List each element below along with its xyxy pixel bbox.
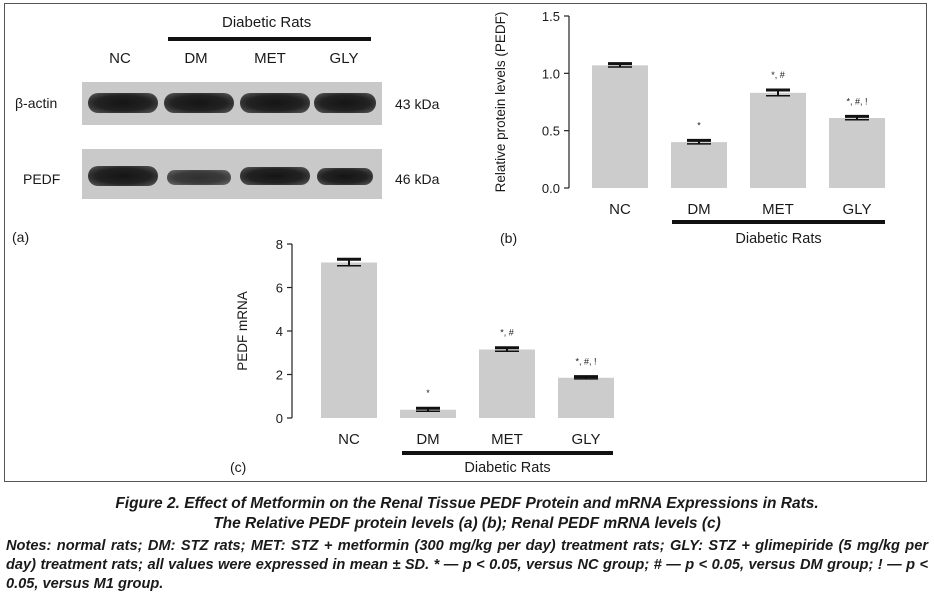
significance-label: * [697,120,701,130]
kda-label-beta-actin: 43 kDa [395,96,440,112]
significance-label: *, # [771,70,785,80]
bar [558,377,614,418]
x-category-label: GLY [572,431,601,448]
band-pedf-dm [167,170,231,185]
kda-label-pedf: 46 kDa [395,171,440,187]
group-bracket [402,451,613,455]
lane-label-met: MET [254,50,286,67]
significance-label: *, # [500,328,514,338]
bar [829,118,885,188]
lane-label-dm: DM [184,50,208,67]
bar [400,409,456,418]
y-tick-label: 1.0 [542,66,560,81]
band-beta-actin-met [240,93,310,113]
significance-label: *, #, ! [575,357,596,367]
lane-label-nc: NC [109,50,131,67]
row-label-pedf: PEDF [23,171,61,187]
x-category-label: DM [687,201,710,218]
band-pedf-met [240,167,310,185]
y-tick-label: 2 [276,368,283,383]
y-tick-label: 0.0 [542,181,560,196]
significance-label: *, #, ! [846,96,867,106]
lane-label-gly: GLY [329,50,359,67]
bar [671,142,727,188]
x-category-label: NC [609,201,631,218]
panel-tag: (c) [230,459,246,475]
significance-label: * [426,388,430,398]
bar [592,65,648,188]
band-beta-actin-gly [314,93,376,113]
y-tick-label: 1.5 [542,9,560,24]
panel-tag-a: (a) [12,229,30,245]
y-tick-label: 0.5 [542,124,560,139]
x-category-label: NC [338,431,360,448]
band-beta-actin-dm [164,93,234,113]
figure-caption-line1: Figure 2. Effect of Metformin on the Ren… [115,495,819,512]
figure-frame [4,3,927,482]
bar [750,92,806,188]
x-category-label: MET [762,201,794,218]
y-axis-label: Relative protein levels (PEDF) [493,12,508,193]
panel-tag: (b) [500,230,517,246]
band-beta-actin-nc [88,93,158,113]
group-bracket [672,220,885,224]
blot-group-label: Diabetic Rats [222,14,312,31]
group-label: Diabetic Rats [735,231,821,247]
x-category-label: DM [416,431,439,448]
chart-b: 0.0 0.5 1.0 1.5 Relative protein levels (PED… [493,9,885,247]
y-tick-label: 8 [276,237,283,252]
band-pedf-gly [317,168,373,185]
bar [479,349,535,418]
bar [321,262,377,418]
y-axis-label: PEDF mRNA [235,291,250,371]
charts-svg: 0.0 0.5 1.0 1.5 Relative protein levels (PED… [230,9,885,476]
blot-group-bracket [168,37,371,41]
y-tick-label: 4 [276,324,283,339]
band-pedf-nc [88,166,158,186]
group-label: Diabetic Rats [464,460,550,476]
row-label-beta-actin: β-actin [15,95,58,111]
x-category-label: GLY [843,201,872,218]
figure-notes: Notes: normal rats; DM: STZ rats; MET: S… [6,538,928,592]
y-tick-label: 6 [276,281,283,296]
chart-c: 0 2 4 6 8 PEDF mRNA NC * DM *, # MET *, #, ! GLY Diab… [230,237,614,476]
y-tick-label: 0 [276,411,283,426]
figure-caption-line2: The Relative PEDF protein levels (a) (b)… [213,515,721,532]
x-category-label: MET [491,431,523,448]
